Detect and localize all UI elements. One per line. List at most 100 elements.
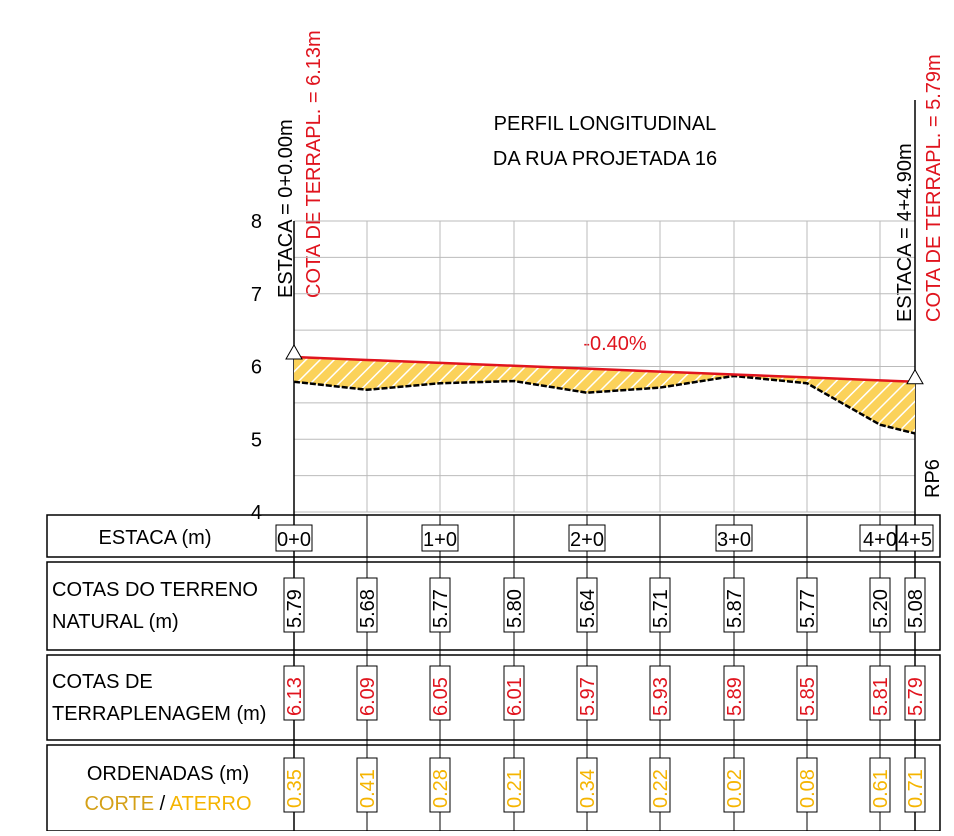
cell-box bbox=[896, 524, 934, 552]
cell-box bbox=[421, 524, 459, 552]
cell-value: 0.08 bbox=[797, 769, 819, 808]
start-estaca: ESTACA = 0+0.00m bbox=[275, 119, 297, 298]
cell-box bbox=[429, 665, 451, 721]
cell-box bbox=[869, 577, 891, 633]
cell-box bbox=[796, 757, 818, 813]
cell-box bbox=[503, 577, 525, 633]
cell-box bbox=[429, 757, 451, 813]
cell-value: 6.13 bbox=[284, 677, 306, 716]
slope-label: -0.40% bbox=[583, 333, 647, 355]
cell-box bbox=[715, 524, 753, 552]
row-label: ESTACA (m) bbox=[99, 527, 212, 549]
terrain-line bbox=[293, 374, 916, 435]
estaca-value: 1+0 bbox=[423, 529, 457, 551]
table-row bbox=[46, 654, 941, 741]
end-cota: COTA DE TERRAPL. = 5.79m bbox=[923, 54, 945, 322]
cell-value: 5.08 bbox=[905, 589, 927, 628]
cell-box bbox=[796, 665, 818, 721]
cell-value: 5.89 bbox=[724, 677, 746, 716]
benchmark bbox=[285, 344, 303, 360]
row-label: NATURAL (m) bbox=[52, 611, 179, 633]
cell-box bbox=[796, 577, 818, 633]
title-line: DA RUA PROJETADA 16 bbox=[493, 148, 717, 170]
legend-aterro: ATERRO bbox=[170, 793, 252, 815]
table-row bbox=[46, 561, 941, 651]
cell-box bbox=[275, 524, 313, 552]
cell-box bbox=[649, 577, 671, 633]
cell-value: 5.20 bbox=[870, 589, 892, 628]
legend-corte: CORTE bbox=[84, 793, 154, 815]
y-label: 5 bbox=[251, 429, 262, 451]
estaca-value: 4+0 bbox=[863, 529, 897, 551]
cell-box bbox=[356, 577, 378, 633]
cell-value: 5.77 bbox=[430, 589, 452, 628]
rp-label: RP6 bbox=[922, 459, 944, 498]
cell-value: 5.85 bbox=[797, 677, 819, 716]
cell-value: 5.64 bbox=[577, 589, 599, 628]
cell-value: 5.97 bbox=[577, 677, 599, 716]
cell-box bbox=[503, 665, 525, 721]
cell-box bbox=[723, 757, 745, 813]
cell-value: 5.93 bbox=[650, 677, 672, 716]
cell-box bbox=[904, 757, 926, 813]
cell-value: 5.68 bbox=[357, 589, 379, 628]
estaca-value: 3+0 bbox=[717, 529, 751, 551]
title-line: PERFIL LONGITUDINAL bbox=[494, 113, 717, 135]
row-label: ORDENADAS (m) bbox=[87, 763, 249, 785]
cell-value: 0.02 bbox=[724, 769, 746, 808]
cell-value: 0.61 bbox=[870, 769, 892, 808]
cell-box bbox=[649, 757, 671, 813]
benchmark bbox=[906, 368, 924, 385]
cell-box bbox=[568, 524, 606, 552]
row-label: TERRAPLENAGEM (m) bbox=[52, 703, 266, 725]
cell-value: 6.05 bbox=[430, 677, 452, 716]
cell-box bbox=[904, 665, 926, 721]
cell-box bbox=[576, 577, 598, 633]
cell-value: 0.34 bbox=[577, 769, 599, 808]
cell-value: 5.77 bbox=[797, 589, 819, 628]
y-label: 7 bbox=[251, 284, 262, 306]
cell-value: 5.79 bbox=[284, 589, 306, 628]
cell-box bbox=[283, 665, 305, 721]
end-estaca: ESTACA = 4+4.90m bbox=[894, 143, 916, 322]
cell-value: 6.09 bbox=[357, 677, 379, 716]
cell-box bbox=[503, 757, 525, 813]
cell-box bbox=[869, 757, 891, 813]
cell-box bbox=[649, 665, 671, 721]
cell-value: 0.35 bbox=[284, 769, 306, 808]
legend-sep: / bbox=[160, 793, 166, 815]
cell-box bbox=[904, 577, 926, 633]
cell-box bbox=[283, 577, 305, 633]
cell-value: 5.71 bbox=[650, 589, 672, 628]
cell-value: 0.28 bbox=[430, 769, 452, 808]
cell-value: 6.01 bbox=[504, 677, 526, 716]
cell-value: 5.87 bbox=[724, 589, 746, 628]
start-cota: COTA DE TERRAPL. = 6.13m bbox=[303, 30, 325, 298]
cell-box bbox=[576, 757, 598, 813]
y-label: 8 bbox=[251, 211, 262, 233]
cell-box bbox=[869, 665, 891, 721]
cell-value: 0.71 bbox=[905, 769, 927, 808]
cell-box bbox=[723, 577, 745, 633]
cell-box bbox=[576, 665, 598, 721]
cell-box bbox=[283, 757, 305, 813]
table-row bbox=[46, 514, 941, 558]
cell-box bbox=[356, 665, 378, 721]
cell-box bbox=[723, 665, 745, 721]
estaca-value: 0+0 bbox=[277, 529, 311, 551]
row-label: COTAS DE bbox=[52, 671, 153, 693]
cell-value: 0.41 bbox=[357, 769, 379, 808]
cell-box bbox=[429, 577, 451, 633]
y-label: 4 bbox=[251, 502, 262, 524]
cell-value: 5.81 bbox=[870, 677, 892, 716]
cell-box bbox=[356, 757, 378, 813]
cell-value: 5.79 bbox=[905, 677, 927, 716]
cell-value: 5.80 bbox=[504, 589, 526, 628]
row-label: COTAS DO TERRENO bbox=[52, 579, 258, 601]
cell-value: 0.21 bbox=[504, 769, 526, 808]
estaca-value: 4+5 bbox=[898, 529, 932, 551]
cell-value: 0.22 bbox=[650, 769, 672, 808]
estaca-value: 2+0 bbox=[570, 529, 604, 551]
cell-box bbox=[859, 524, 897, 552]
